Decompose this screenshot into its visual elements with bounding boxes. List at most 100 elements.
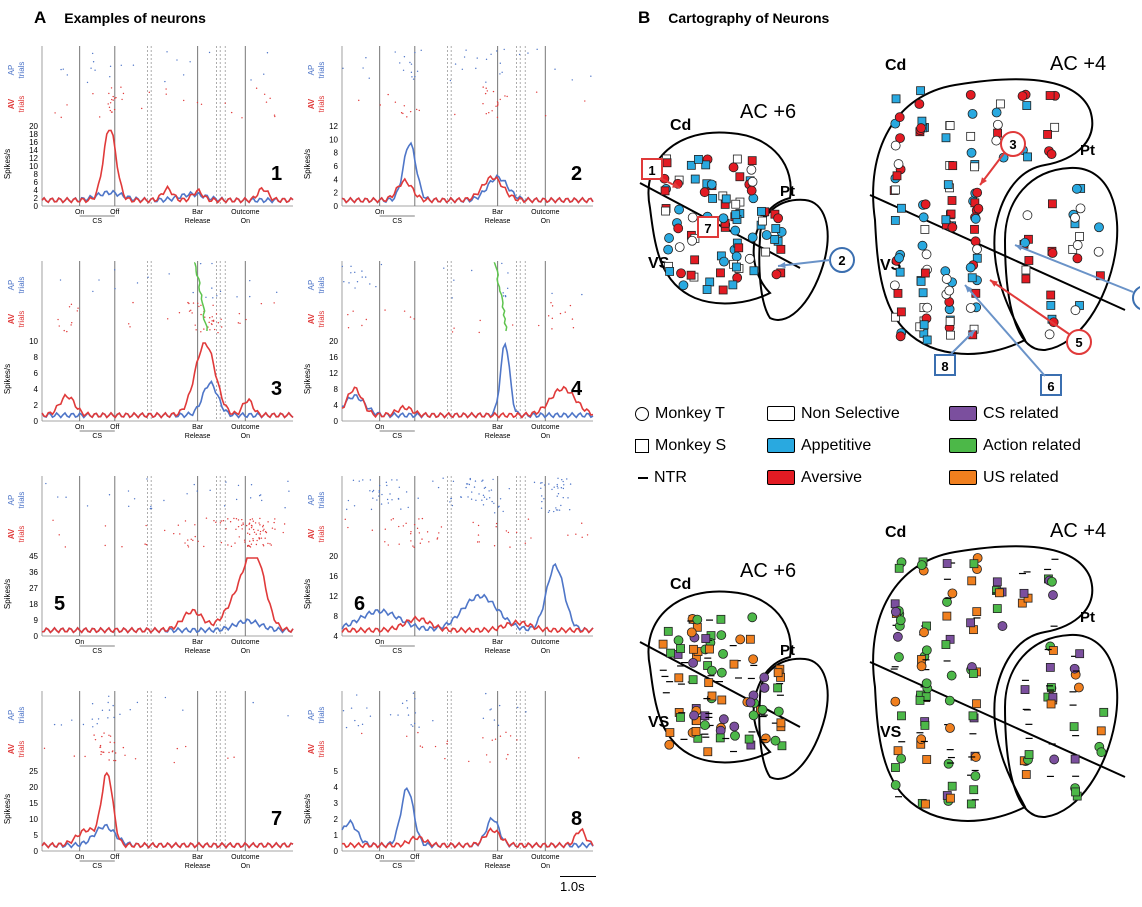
circle-icon	[635, 406, 649, 421]
ap-label: AP	[307, 495, 316, 506]
ap-spike	[397, 498, 400, 500]
neuron-marker	[658, 639, 668, 649]
ventral-striatum-boundary	[869, 194, 1126, 311]
av-spike	[217, 322, 220, 324]
ap-raster	[53, 695, 289, 728]
av-spike	[100, 753, 102, 756]
av-spike	[544, 115, 547, 117]
av-spike	[421, 746, 424, 748]
ap-spike	[518, 53, 521, 56]
neuron-marker	[732, 262, 741, 272]
av-spike	[495, 526, 497, 528]
av-spike	[497, 102, 499, 104]
ap-spike	[420, 49, 422, 52]
neuron-marker	[918, 212, 929, 223]
av-spike	[241, 518, 243, 521]
x-label-on: On	[75, 424, 84, 431]
neuron-marker	[916, 86, 925, 96]
y-tick-label: 12	[29, 154, 38, 163]
ap-spike	[127, 490, 130, 492]
av-spike	[217, 331, 219, 334]
y-tick-label: 4	[334, 783, 339, 792]
ap-spike	[45, 482, 47, 485]
neuron-marker	[896, 753, 907, 764]
ap-spike	[132, 64, 135, 66]
neuron-marker	[892, 631, 903, 642]
av-spike	[398, 543, 400, 545]
neuron-marker	[731, 199, 741, 209]
neuron-marker	[890, 696, 901, 707]
ap-spike	[365, 57, 367, 59]
av-spike	[491, 110, 493, 112]
ap-spike	[60, 68, 62, 71]
neuron-marker	[773, 706, 784, 717]
ap-spike	[403, 55, 406, 58]
neuron-marker	[735, 634, 746, 645]
ap-spike	[149, 507, 152, 510]
neuron-marker	[894, 112, 905, 123]
neuron-marker	[687, 235, 697, 246]
neuron-marker	[687, 212, 698, 223]
neuron-marker	[1021, 265, 1031, 275]
neuron-marker	[1048, 590, 1058, 600]
neuron-panel-7: AP trials AV trials Spikes/s 0 5 10 15 20 25 7 On Off…	[0, 685, 300, 870]
av-spike	[479, 319, 481, 322]
x-label-bar: Bar	[492, 639, 504, 646]
av-spike	[129, 326, 131, 328]
av-spike	[254, 522, 257, 524]
ap-spike	[555, 509, 558, 511]
av-spike	[572, 327, 575, 329]
ap-spike	[471, 491, 473, 493]
av-spike	[227, 518, 229, 520]
callout-2-arrow	[777, 259, 831, 267]
av-spike	[99, 744, 102, 747]
av-spike	[530, 537, 532, 539]
ap-trials-label: trials	[317, 492, 326, 509]
av-trials-label: trials	[317, 526, 326, 543]
av-spike	[559, 312, 562, 315]
neuron-number: 7	[271, 808, 282, 830]
av-spike	[122, 92, 125, 95]
neuron-marker	[1046, 683, 1056, 692]
ap-spike	[501, 262, 503, 265]
av-spike	[379, 104, 382, 106]
neuron-marker	[895, 267, 905, 277]
ap-spike	[235, 498, 238, 501]
neuron-marker	[690, 255, 700, 265]
ap-spike	[473, 486, 476, 488]
legend-non-selective: Non Selective	[767, 405, 900, 423]
neuron-marker	[1017, 91, 1028, 101]
green-box-icon	[949, 438, 977, 454]
neuron-marker	[1071, 787, 1080, 797]
av-spike	[248, 533, 251, 536]
ap-spike	[557, 487, 559, 489]
ap-label: AP	[307, 65, 316, 76]
neuron-marker	[663, 244, 674, 255]
y-tick-label: 12	[329, 122, 338, 131]
av-label: AV	[307, 98, 316, 109]
neuron-marker	[969, 669, 978, 678]
av-spike	[259, 533, 261, 535]
neuron-marker	[728, 280, 738, 290]
legend-monkey-t: Monkey T	[635, 405, 725, 423]
ap-spike	[397, 714, 399, 716]
ap-trials-label: trials	[317, 277, 326, 294]
neuron-marker	[1075, 203, 1086, 214]
y-tick-label: 4	[34, 385, 39, 394]
callout-5-circle	[1066, 329, 1092, 355]
ap-spike	[391, 479, 393, 481]
y-tick-label: 4	[334, 401, 339, 410]
ap-spike	[182, 74, 185, 76]
av-spike	[419, 542, 422, 544]
ap-spike	[108, 494, 111, 496]
neuron-panel-3: AP trials AV trials Spikes/s 0 2 4 6 8 10 3 On Off CS B…	[0, 255, 300, 440]
ap-spike	[503, 48, 505, 51]
ap-spike	[263, 73, 265, 75]
neuron-marker	[691, 726, 701, 736]
av-spike	[260, 302, 263, 305]
ap-spike	[288, 490, 290, 492]
av-spike	[211, 320, 213, 322]
neuron-marker	[995, 99, 1005, 109]
av-spike	[440, 526, 443, 528]
av-spike	[410, 540, 412, 542]
